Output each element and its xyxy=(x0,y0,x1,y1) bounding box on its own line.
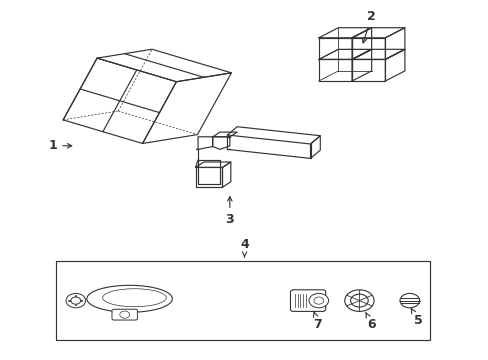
Circle shape xyxy=(350,294,367,307)
Circle shape xyxy=(120,311,129,318)
FancyBboxPatch shape xyxy=(290,290,325,311)
FancyBboxPatch shape xyxy=(112,309,137,320)
Circle shape xyxy=(399,293,419,308)
Text: 2: 2 xyxy=(362,10,375,43)
Text: 5: 5 xyxy=(410,309,422,327)
Circle shape xyxy=(71,297,81,304)
Ellipse shape xyxy=(102,289,166,307)
Text: 6: 6 xyxy=(365,312,375,330)
Circle shape xyxy=(66,293,85,308)
Text: 1: 1 xyxy=(48,139,72,152)
Text: 3: 3 xyxy=(225,197,234,226)
Bar xyxy=(56,261,429,340)
Circle shape xyxy=(344,290,373,311)
Text: 4: 4 xyxy=(240,238,248,257)
Circle shape xyxy=(313,297,323,304)
Ellipse shape xyxy=(87,285,172,312)
Circle shape xyxy=(308,293,328,308)
Text: 7: 7 xyxy=(313,312,322,330)
